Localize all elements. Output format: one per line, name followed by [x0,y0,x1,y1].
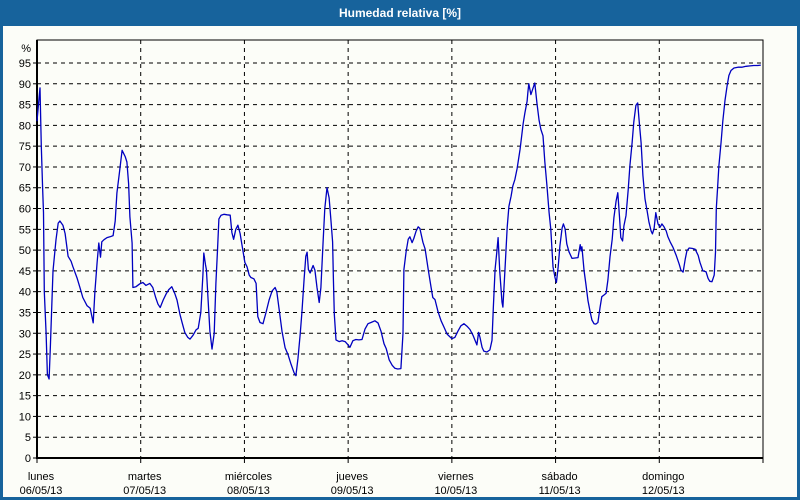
svg-text:65: 65 [19,183,31,195]
x-axis-day-name: domingo [642,471,684,483]
svg-text:55: 55 [19,224,31,236]
x-axis-day-date: 09/05/13 [331,485,374,497]
x-axis-day-name: jueves [335,471,368,483]
window-title: Humedad relativa [%] [338,6,462,20]
x-axis-day-name: sábado [542,471,578,483]
window-title-bar: Humedad relativa [%] [3,3,797,26]
svg-text:5: 5 [25,432,31,444]
x-axis-labels: lunes 06/05/13 martes 07/05/13 miércoles 08/0… [20,471,685,497]
x-axis-day-date: 06/05/13 [20,485,63,497]
svg-text:25: 25 [19,349,31,361]
svg-text:50: 50 [19,245,31,257]
x-axis-day-name: viernes [438,471,474,483]
y-axis-unit-label: % [21,43,31,55]
x-axis-day-name: lunes [28,471,55,483]
svg-text:70: 70 [19,162,31,174]
svg-text:0: 0 [25,453,31,465]
svg-text:10: 10 [19,411,31,423]
x-axis-day-name: martes [128,471,162,483]
y-axis-labels: 0 5 10 15 20 25 30 35 40 45 50 55 60 65 70 75 80 85 90 95% [19,43,31,465]
x-axis-day-date: 11/05/13 [539,485,581,497]
svg-text:80: 80 [19,120,31,132]
gridlines [37,40,763,458]
svg-text:30: 30 [19,328,31,340]
axis-ticks [33,62,764,463]
svg-text:20: 20 [19,370,31,382]
x-axis-day-name: miércoles [225,471,273,483]
svg-text:75: 75 [19,141,31,153]
svg-text:15: 15 [19,391,31,403]
svg-text:60: 60 [19,204,31,216]
x-axis-day-date: 08/05/13 [227,485,270,497]
svg-text:35: 35 [19,307,31,319]
x-axis-day-date: 10/05/13 [434,485,477,497]
svg-text:40: 40 [19,287,31,299]
svg-text:95: 95 [19,58,31,70]
x-axis-day-date: 07/05/13 [123,485,166,497]
x-axis-day-date: 12/05/13 [642,485,685,497]
svg-text:45: 45 [19,266,31,278]
humidity-series-line [36,64,761,380]
svg-text:85: 85 [19,100,31,112]
svg-text:90: 90 [19,79,31,91]
